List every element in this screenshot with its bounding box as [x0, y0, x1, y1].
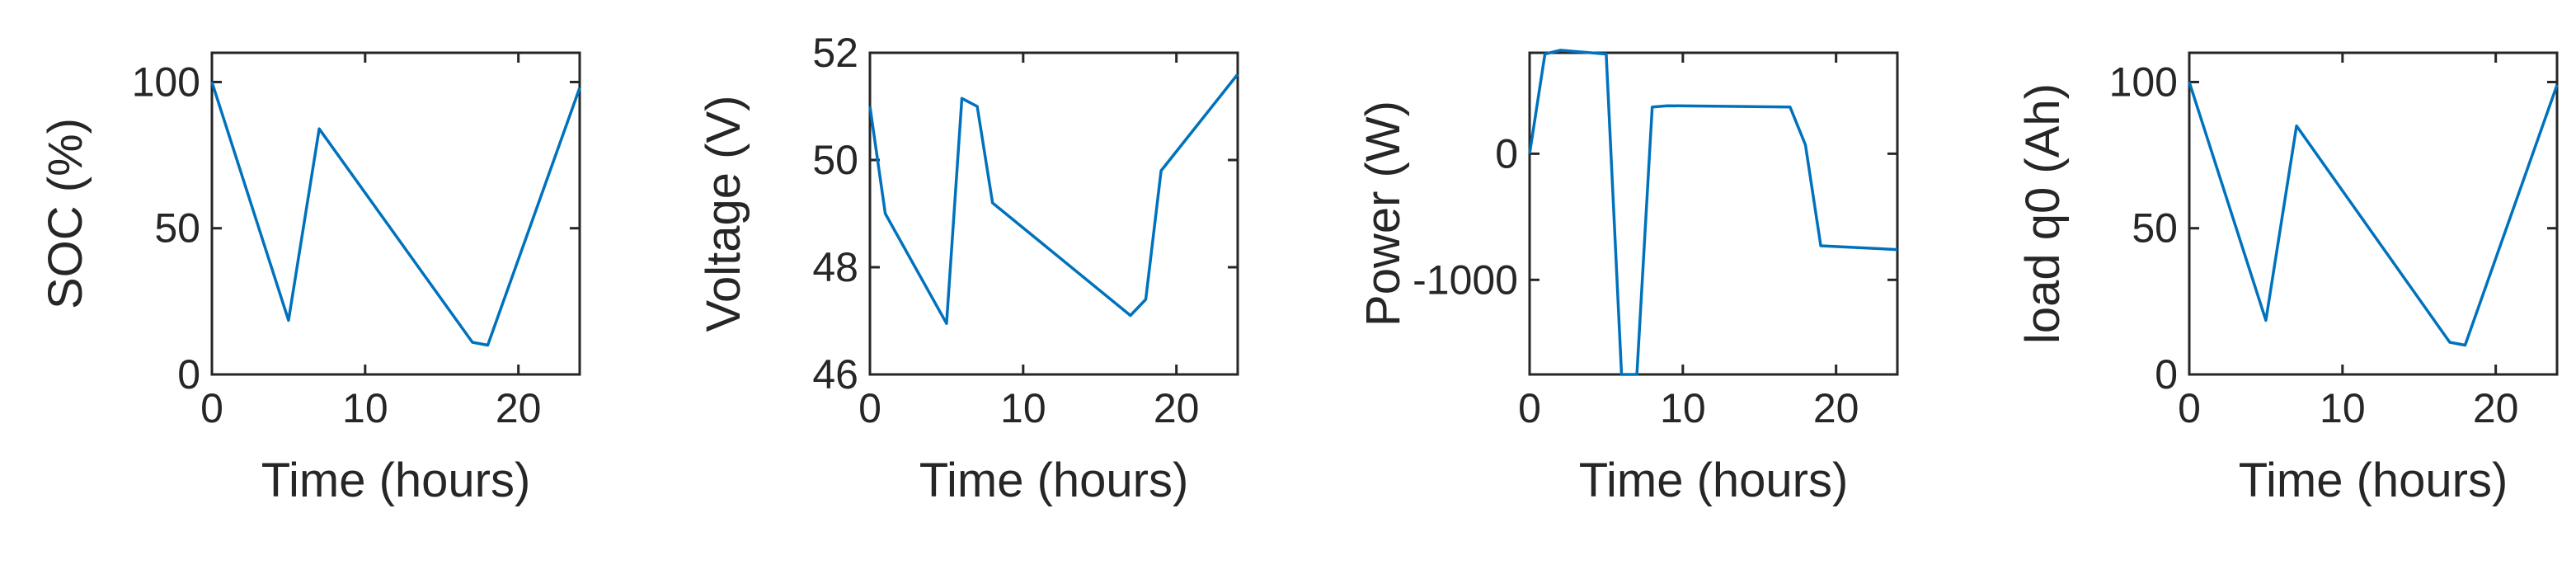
y-axis-label: SOC (%): [39, 118, 92, 309]
plot-area-frame: [868, 51, 1239, 376]
chart-panel-3: 0 10 20 -1000 0 Time (hours) Power (W): [1356, 49, 1899, 507]
series-line-1: [868, 73, 1239, 325]
x-tick-label: 0: [2178, 385, 2201, 431]
chart-panel-1: 0 10 20 0 50 100 Time (hours) SOC (%): [39, 51, 581, 507]
x-tick-label: 0: [858, 385, 881, 431]
y-axis-label: load q0 (Ah): [2016, 83, 2070, 344]
x-axis-label: Time (hours): [1579, 454, 1849, 507]
x-tick-label: 0: [200, 385, 223, 431]
y-tick-label: 50: [812, 137, 858, 183]
y-tick-label: 0: [1495, 130, 1518, 177]
x-axis-label: Time (hours): [261, 454, 531, 507]
x-tick-label: 10: [342, 385, 388, 431]
series-line-1: [210, 81, 581, 347]
x-tick-label: 0: [1518, 385, 1541, 431]
chart-panel-4: 0 10 20 0 50 100 Time (hours) load q0 (Ah): [2016, 51, 2559, 507]
y-tick-label: 0: [177, 351, 200, 398]
y-tick-label: 46: [812, 351, 858, 398]
x-tick-label: 20: [2473, 385, 2519, 431]
chart-panel-2: 0 10 20 46 48 50 52 Time (hours) Voltage (V): [697, 30, 1239, 507]
y-axis-label: Voltage (V): [697, 96, 750, 332]
x-axis-label: Time (hours): [2239, 454, 2508, 507]
x-tick-label: 20: [1154, 385, 1200, 431]
series-line-1: [1528, 49, 1898, 376]
x-axis-label: Time (hours): [919, 454, 1189, 507]
y-tick-label: 100: [132, 59, 200, 105]
plot-area-frame: [1528, 51, 1899, 376]
y-tick-label: 50: [154, 205, 200, 252]
y-tick-label: 100: [2109, 59, 2178, 105]
y-tick-label: -1000: [1413, 257, 1518, 303]
y-tick-label: 52: [812, 30, 858, 76]
y-tick-label: 50: [2132, 205, 2178, 252]
x-tick-label: 10: [1000, 385, 1046, 431]
plot-area-frame: [2188, 51, 2559, 376]
y-tick-label: 48: [812, 244, 858, 290]
series-line-1: [2188, 81, 2559, 347]
x-tick-label: 20: [1813, 385, 1859, 431]
plot-area-frame: [210, 51, 581, 376]
y-axis-label: Power (W): [1356, 101, 1410, 327]
x-tick-label: 10: [2320, 385, 2366, 431]
x-tick-label: 20: [496, 385, 542, 431]
y-tick-label: 0: [2155, 351, 2178, 398]
x-tick-label: 10: [1660, 385, 1706, 431]
